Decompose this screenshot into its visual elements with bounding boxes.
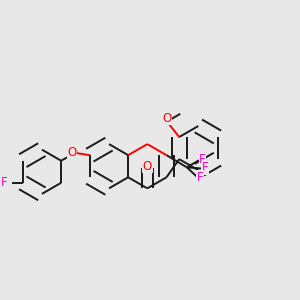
Text: O: O (143, 160, 152, 172)
Text: F: F (202, 161, 208, 174)
Text: F: F (197, 171, 204, 184)
Text: O: O (162, 112, 172, 124)
Text: F: F (1, 176, 7, 189)
Text: O: O (67, 146, 76, 159)
Text: F: F (199, 153, 206, 166)
